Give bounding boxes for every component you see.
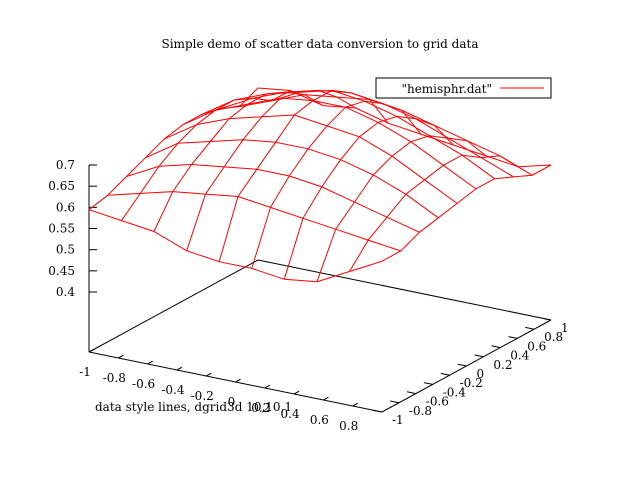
- y-tick-label: 0.4: [510, 349, 529, 363]
- mesh-row-line: [145, 139, 439, 219]
- mesh-row-line: [88, 209, 383, 283]
- mesh-row-line: [163, 114, 458, 204]
- z-tick-label: 0.4: [56, 285, 75, 299]
- x-tick: [352, 402, 359, 407]
- mesh-col-line: [349, 154, 519, 272]
- y-tick-label: 0.8: [544, 330, 563, 344]
- y-tick: [525, 326, 535, 330]
- y-tick-label: -0.8: [409, 404, 432, 418]
- x-tick-label: 0.2: [251, 401, 270, 415]
- y-tick: [406, 391, 416, 395]
- x-tick-label: -1: [79, 365, 91, 379]
- y-tick-label: 1: [561, 321, 569, 335]
- mesh-row-line: [126, 163, 420, 233]
- mesh-col-line: [121, 90, 291, 221]
- y-tick-label: -0.4: [443, 385, 467, 399]
- x-tick-label: -0.8: [103, 371, 126, 385]
- z-tick-label: 0.6: [56, 200, 75, 214]
- mesh-col-line: [186, 89, 356, 251]
- chart-title: Simple demo of scatter data conversion t…: [162, 37, 479, 51]
- x-tick-label: 0.4: [281, 407, 300, 421]
- mesh-col-line: [218, 89, 389, 262]
- mesh-row-line: [107, 191, 401, 252]
- surface-mesh: [88, 87, 552, 283]
- x-tick-label: -0.6: [132, 377, 155, 391]
- z-tick-label: 0.65: [48, 179, 75, 193]
- y-tick: [474, 354, 484, 358]
- mesh-row-line: [201, 89, 495, 180]
- mesh-col-line: [316, 135, 487, 282]
- x-axis-label: data style lines, dgrid3d 10,10,1: [95, 400, 292, 414]
- mesh-col-line: [381, 164, 552, 262]
- legend-label: "hemisphr.dat": [401, 82, 492, 96]
- x-tick-label: 0.8: [339, 419, 358, 433]
- x-tick: [323, 396, 329, 401]
- y-tick-label: -1: [392, 413, 404, 427]
- mesh-col-line: [88, 87, 259, 211]
- x-tick-label: -0.4: [161, 383, 185, 397]
- legend: "hemisphr.dat": [375, 77, 552, 99]
- z-tick-label: 0.5: [56, 243, 75, 257]
- y-tick-label: -0.6: [426, 395, 449, 409]
- x-tick-label: 0: [228, 395, 236, 409]
- y-tick-label: 0.2: [493, 358, 512, 372]
- y-tick: [390, 400, 400, 404]
- mesh-row-line: [220, 89, 514, 178]
- y-tick-label: 0: [477, 367, 485, 381]
- x-tick-label: 0.6: [310, 413, 329, 427]
- x-tick: [235, 378, 241, 383]
- y-tick: [423, 382, 433, 385]
- x-tick: [147, 360, 153, 365]
- y-tick-label: -0.2: [460, 376, 483, 390]
- x-tick: [176, 366, 183, 371]
- x-tick-label: -0.2: [191, 389, 214, 403]
- x-tick: [205, 372, 212, 377]
- y-tick: [440, 372, 450, 376]
- x-tick: [88, 348, 95, 353]
- z-tick-label: 0.45: [48, 264, 75, 278]
- y-axis-line-back: [88, 259, 259, 353]
- mesh-col-line: [251, 100, 422, 269]
- base-back-edge: [257, 259, 552, 321]
- y-tick: [508, 336, 518, 339]
- y-tick: [457, 363, 467, 367]
- x-tick: [264, 384, 271, 389]
- y-tick-label: 0.6: [527, 339, 546, 353]
- y-tick: [373, 409, 383, 413]
- legend-box: [375, 77, 552, 99]
- z-tick-label: 0.55: [48, 222, 75, 236]
- y-tick: [542, 317, 552, 321]
- mesh-row-line: [257, 87, 552, 168]
- x-tick: [118, 354, 124, 359]
- axis-ticks: 0.40.450.50.550.60.650.7-1 -0.8 -0.6 -0.4 -0…: [48, 158, 568, 433]
- y-tick: [491, 345, 501, 349]
- mesh-col-line: [283, 115, 454, 280]
- z-tick-label: 0.7: [56, 158, 75, 172]
- x-tick: [293, 390, 300, 395]
